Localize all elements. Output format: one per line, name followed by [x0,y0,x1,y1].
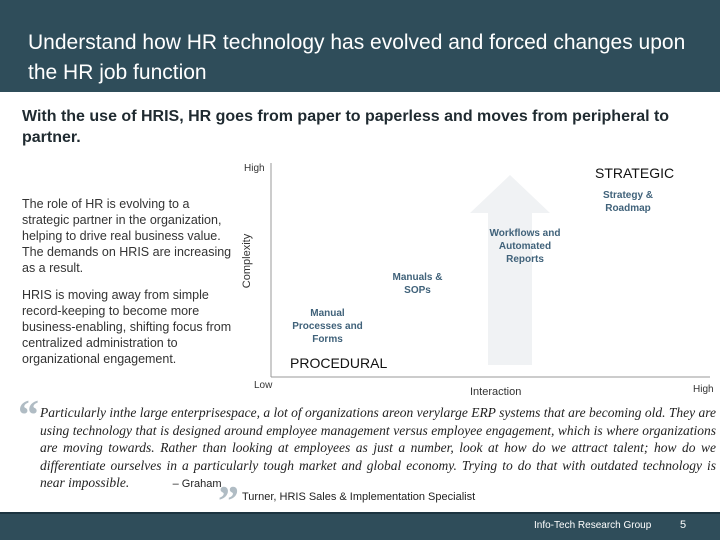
x-axis-high-label: High [693,384,714,395]
y-axis-high-label: High [244,163,265,174]
testimonial-quote: Particularly inthe large enterprisespace… [40,404,716,494]
quote-attribution: Turner, HRIS Sales & Implementation Spec… [242,491,476,503]
slide-footer: Info-Tech Research Group 5 [0,512,720,540]
y-axis-title: Complexity [241,233,254,289]
page-number: 5 [680,519,687,531]
left-paragraph-2: HRIS is moving away from simple record-k… [22,288,232,366]
procedural-label: PROCEDURAL [290,355,388,371]
quote-author-first: – Graham [172,478,222,490]
chart-item-workflows: Workflows and Automated Reports [489,228,561,265]
complexity-interaction-chart: High Low High Interaction Complexity STR… [240,155,720,405]
chart-item-manual-processes: Manual Processes and Forms [292,308,363,345]
left-paragraph-1: The role of HR is evolving to a strategi… [22,197,232,275]
x-axis-title: Interaction [470,386,522,398]
slide-header: Understand how HR technology has evolved… [0,0,720,92]
y-axis-low-label: Low [254,380,273,391]
quote-text: Particularly inthe large enterprisespace… [40,405,716,490]
slide-subtitle: With the use of HRIS, HR goes from paper… [22,108,670,146]
footer-divider [0,512,720,514]
footer-brand: Info-Tech Research Group [534,520,652,531]
growth-arrow-shape [470,175,550,365]
chart-item-strategy-roadmap: Strategy & Roadmap [602,190,653,214]
chart-item-manuals-sops: Manuals & SOPs [392,272,443,296]
slide-title: Understand how HR technology has evolved… [28,31,686,84]
strategic-label: STRATEGIC [595,165,675,181]
open-quote-icon: “ [18,393,39,439]
chart-canvas [270,163,710,378]
